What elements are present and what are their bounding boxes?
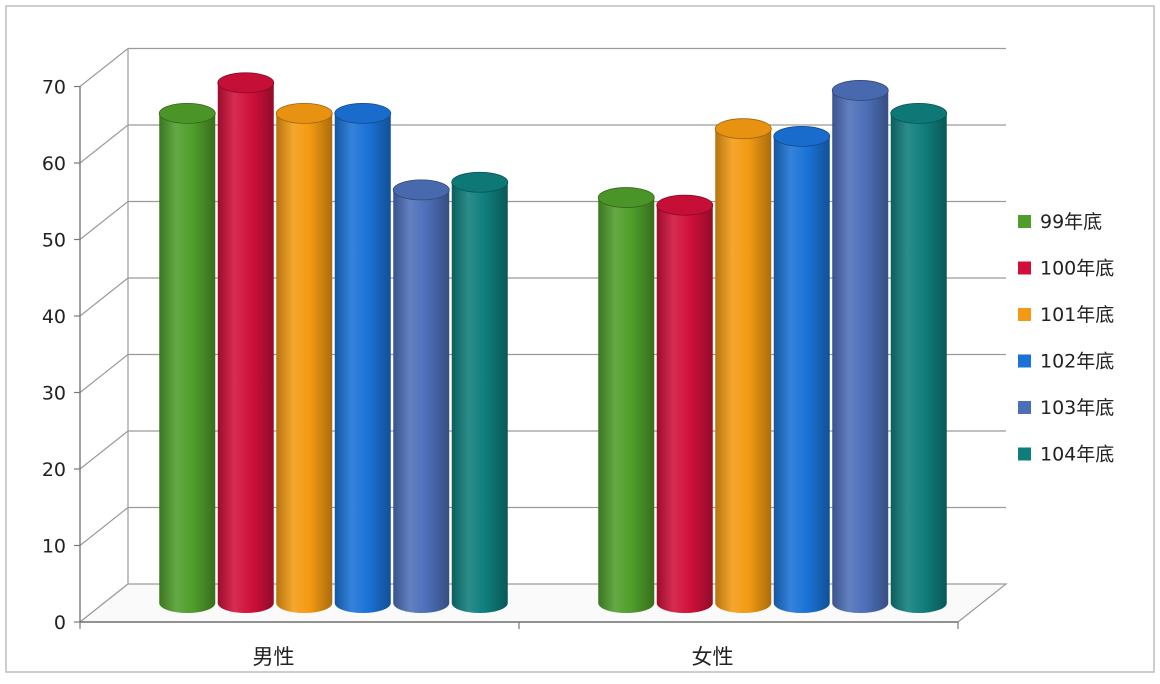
legend-item: 104年底 — [1018, 444, 1114, 466]
bar-body — [715, 128, 772, 613]
bar — [656, 194, 714, 613]
y-tick-label: 50 — [42, 230, 66, 252]
y-tick-label: 10 — [42, 536, 66, 558]
y-tick-label: 30 — [42, 383, 66, 405]
legend-swatch — [1018, 354, 1031, 368]
bar — [831, 80, 889, 613]
bar-top — [217, 72, 275, 94]
bar-body — [276, 113, 333, 614]
legend-swatch — [1018, 447, 1031, 461]
gridline-side — [79, 430, 129, 470]
gridline-side — [79, 48, 129, 87]
bar-body — [334, 113, 391, 614]
bar-body — [656, 205, 713, 613]
bar-top — [275, 103, 333, 124]
bar — [773, 125, 831, 613]
bar-body — [159, 113, 216, 614]
legend-item: 100年底 — [1018, 258, 1114, 280]
gridline-side — [79, 201, 129, 240]
bar — [714, 118, 772, 613]
gridline-side — [79, 354, 129, 393]
bar — [334, 103, 392, 614]
bar — [597, 187, 655, 614]
x-category-label: 男性 — [253, 645, 295, 669]
legend-item: 102年底 — [1018, 351, 1114, 373]
bar-body — [451, 182, 508, 613]
bar-top — [334, 103, 392, 124]
bar — [275, 103, 333, 614]
y-tick-label: 40 — [42, 306, 66, 328]
bar-top — [656, 194, 714, 216]
legend-label: 101年底 — [1040, 304, 1114, 326]
y-tick-label: 60 — [42, 153, 66, 175]
gridline-side — [79, 124, 129, 164]
legend-swatch — [1018, 308, 1031, 321]
x-category-label: 女性 — [692, 645, 734, 669]
bar — [158, 103, 216, 614]
axis-labels: 0 10 20 30 40 50 60 70 男性 女性 — [42, 77, 734, 670]
legend-item: 101年底 — [1018, 304, 1114, 326]
bar-top — [158, 103, 216, 124]
legend-swatch — [1018, 261, 1031, 275]
legend-label: 103年底 — [1040, 397, 1114, 419]
legend-label: 100年底 — [1040, 258, 1114, 280]
legend-swatch — [1018, 215, 1031, 228]
bar-body — [217, 82, 274, 614]
legend-item: 103年底 — [1018, 397, 1114, 419]
bar-top — [451, 171, 509, 193]
gridline-side — [79, 277, 129, 317]
bar-top — [597, 187, 655, 208]
legend-label: 104年底 — [1040, 444, 1114, 466]
bar — [217, 72, 275, 614]
y-tick-label: 0 — [54, 612, 66, 634]
bar-top — [773, 125, 831, 147]
legend-label: 102年底 — [1040, 351, 1114, 373]
bar-body — [890, 113, 947, 613]
legend: 99年底 100年底 101年底 102年底 103年底 104年底 — [1018, 211, 1114, 466]
gridline-side — [79, 507, 129, 546]
bar-top — [890, 103, 948, 124]
bar — [451, 171, 509, 613]
bar-top — [714, 118, 772, 140]
legend-swatch — [1018, 401, 1031, 414]
bar-top — [831, 80, 889, 101]
bar-body — [773, 136, 830, 613]
bar — [890, 103, 948, 613]
bar-body — [598, 197, 655, 614]
legend-item: 99年底 — [1018, 211, 1102, 233]
bar-body — [832, 90, 889, 613]
y-tick-label: 20 — [42, 459, 66, 481]
bar-body — [393, 189, 450, 613]
bar-top — [392, 179, 450, 201]
bars — [158, 72, 948, 614]
legend-label: 99年底 — [1040, 211, 1102, 233]
y-tick-label: 70 — [42, 77, 66, 99]
bar — [392, 179, 450, 613]
